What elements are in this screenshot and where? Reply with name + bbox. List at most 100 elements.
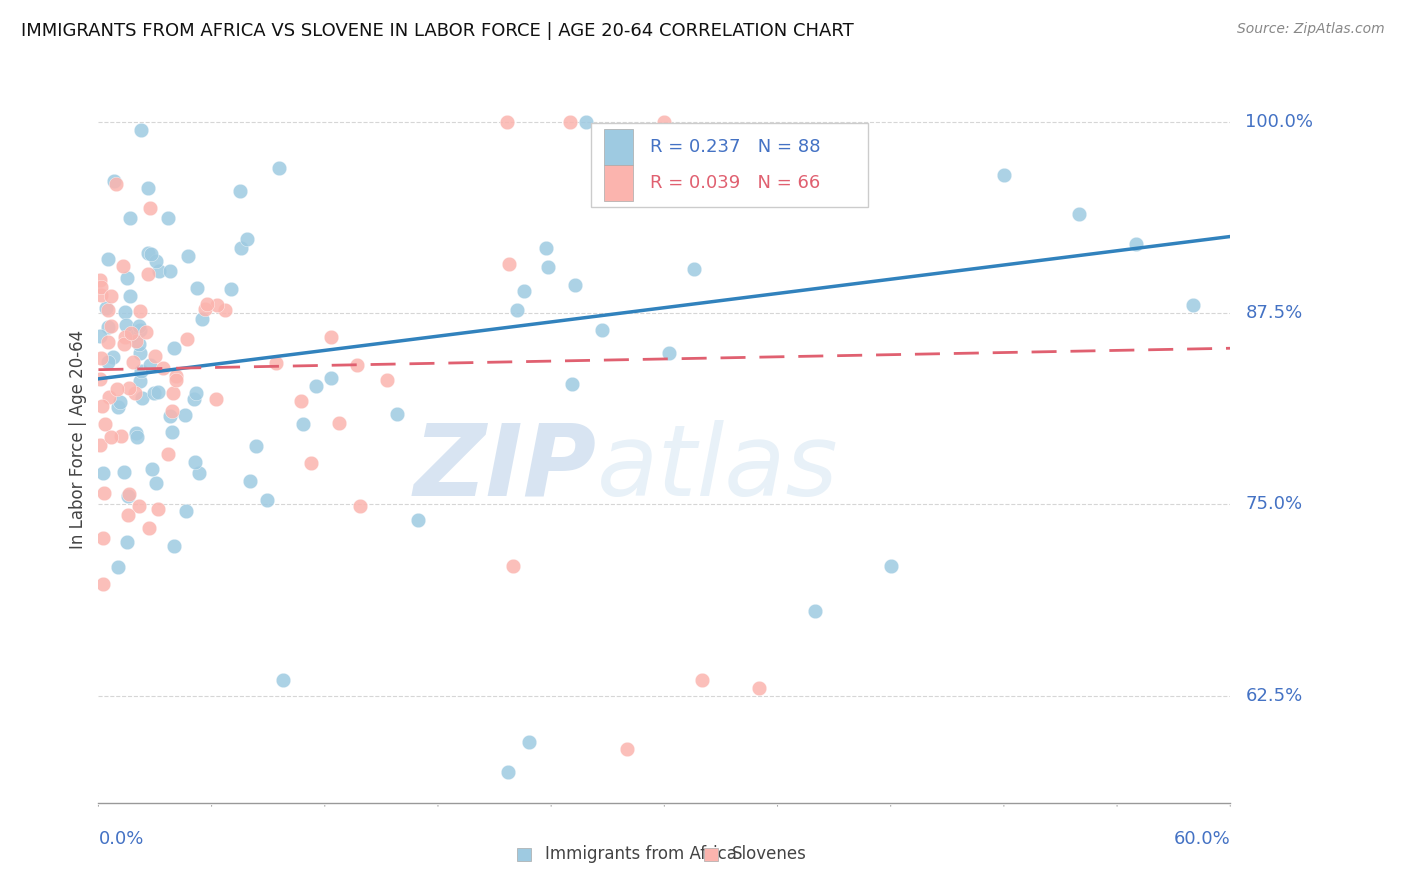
Point: [184, 455, 207, 469]
Point: [346, 359, 368, 373]
Point: [239, 474, 262, 488]
Text: R = 0.039   N = 66: R = 0.039 N = 66: [650, 174, 820, 192]
Point: [299, 456, 322, 470]
Point: [100, 430, 122, 444]
Point: [107, 400, 129, 414]
Y-axis label: In Labor Force | Age 20-64: In Labor Force | Age 20-64: [69, 330, 87, 549]
Point: [145, 476, 167, 491]
Point: [195, 297, 218, 311]
Point: [993, 169, 1015, 183]
Point: [97, 303, 120, 318]
Point: [89, 438, 111, 452]
Point: [89, 372, 111, 386]
Point: [575, 114, 598, 128]
Point: [135, 325, 157, 339]
Point: [97, 355, 120, 369]
Point: [245, 439, 267, 453]
Point: [269, 161, 291, 175]
Point: [142, 385, 165, 400]
Point: [305, 379, 328, 393]
Point: [125, 430, 148, 444]
Text: Slovenes: Slovenes: [731, 846, 807, 863]
Point: [174, 504, 197, 518]
Point: [108, 395, 131, 409]
Point: [112, 465, 135, 479]
Point: [141, 461, 163, 475]
Point: [560, 377, 582, 392]
Point: [505, 302, 527, 317]
Point: [114, 330, 136, 344]
Point: [385, 407, 408, 421]
Point: [100, 319, 122, 334]
Text: 75.0%: 75.0%: [1246, 495, 1302, 514]
Point: [139, 202, 162, 216]
Point: [159, 263, 181, 277]
Point: [349, 499, 371, 513]
Point: [205, 298, 228, 312]
Point: [328, 416, 350, 430]
Point: [496, 765, 519, 780]
Point: [682, 261, 704, 276]
Point: [165, 369, 187, 384]
Point: [564, 277, 586, 292]
Text: 60.0%: 60.0%: [1174, 830, 1230, 848]
Point: [93, 485, 115, 500]
Point: [186, 281, 208, 295]
FancyBboxPatch shape: [704, 848, 718, 861]
Point: [152, 361, 174, 376]
Point: [139, 246, 162, 260]
Point: [120, 288, 142, 302]
Point: [173, 408, 195, 422]
Point: [124, 386, 146, 401]
Point: [117, 508, 139, 522]
Point: [136, 245, 159, 260]
Point: [517, 734, 540, 748]
Point: [536, 241, 558, 255]
Point: [513, 284, 536, 298]
Point: [89, 329, 111, 343]
Point: [214, 302, 236, 317]
Point: [94, 301, 117, 315]
Text: Source: ZipAtlas.com: Source: ZipAtlas.com: [1237, 22, 1385, 37]
FancyBboxPatch shape: [591, 123, 868, 207]
Point: [145, 254, 167, 268]
Text: IMMIGRANTS FROM AFRICA VS SLOVENE IN LABOR FORCE | AGE 20-64 CORRELATION CHART: IMMIGRANTS FROM AFRICA VS SLOVENE IN LAB…: [21, 22, 853, 40]
Text: atlas: atlas: [596, 420, 838, 516]
Point: [93, 417, 115, 432]
Point: [143, 349, 166, 363]
Point: [115, 534, 138, 549]
Point: [122, 355, 145, 369]
Point: [160, 404, 183, 418]
Point: [112, 337, 135, 351]
Point: [129, 364, 152, 378]
Point: [90, 287, 112, 301]
Point: [136, 181, 159, 195]
Point: [89, 273, 111, 287]
Text: 62.5%: 62.5%: [1246, 687, 1302, 705]
Point: [319, 370, 342, 384]
Point: [114, 318, 136, 332]
Point: [502, 558, 524, 573]
Point: [256, 493, 278, 508]
Point: [105, 177, 128, 191]
Point: [115, 270, 138, 285]
Point: [128, 499, 150, 513]
Point: [118, 381, 141, 395]
Point: [156, 448, 179, 462]
Point: [1125, 237, 1147, 252]
Point: [160, 425, 183, 440]
Point: [495, 114, 517, 128]
Point: [236, 232, 259, 246]
Point: [165, 373, 187, 387]
Point: [880, 558, 903, 573]
Point: [616, 742, 638, 756]
Point: [148, 264, 170, 278]
Point: [271, 673, 294, 688]
Point: [558, 114, 581, 128]
Point: [90, 279, 112, 293]
Point: [184, 385, 207, 400]
Point: [146, 502, 169, 516]
Point: [1181, 298, 1204, 312]
Point: [125, 425, 148, 440]
Point: [229, 184, 252, 198]
